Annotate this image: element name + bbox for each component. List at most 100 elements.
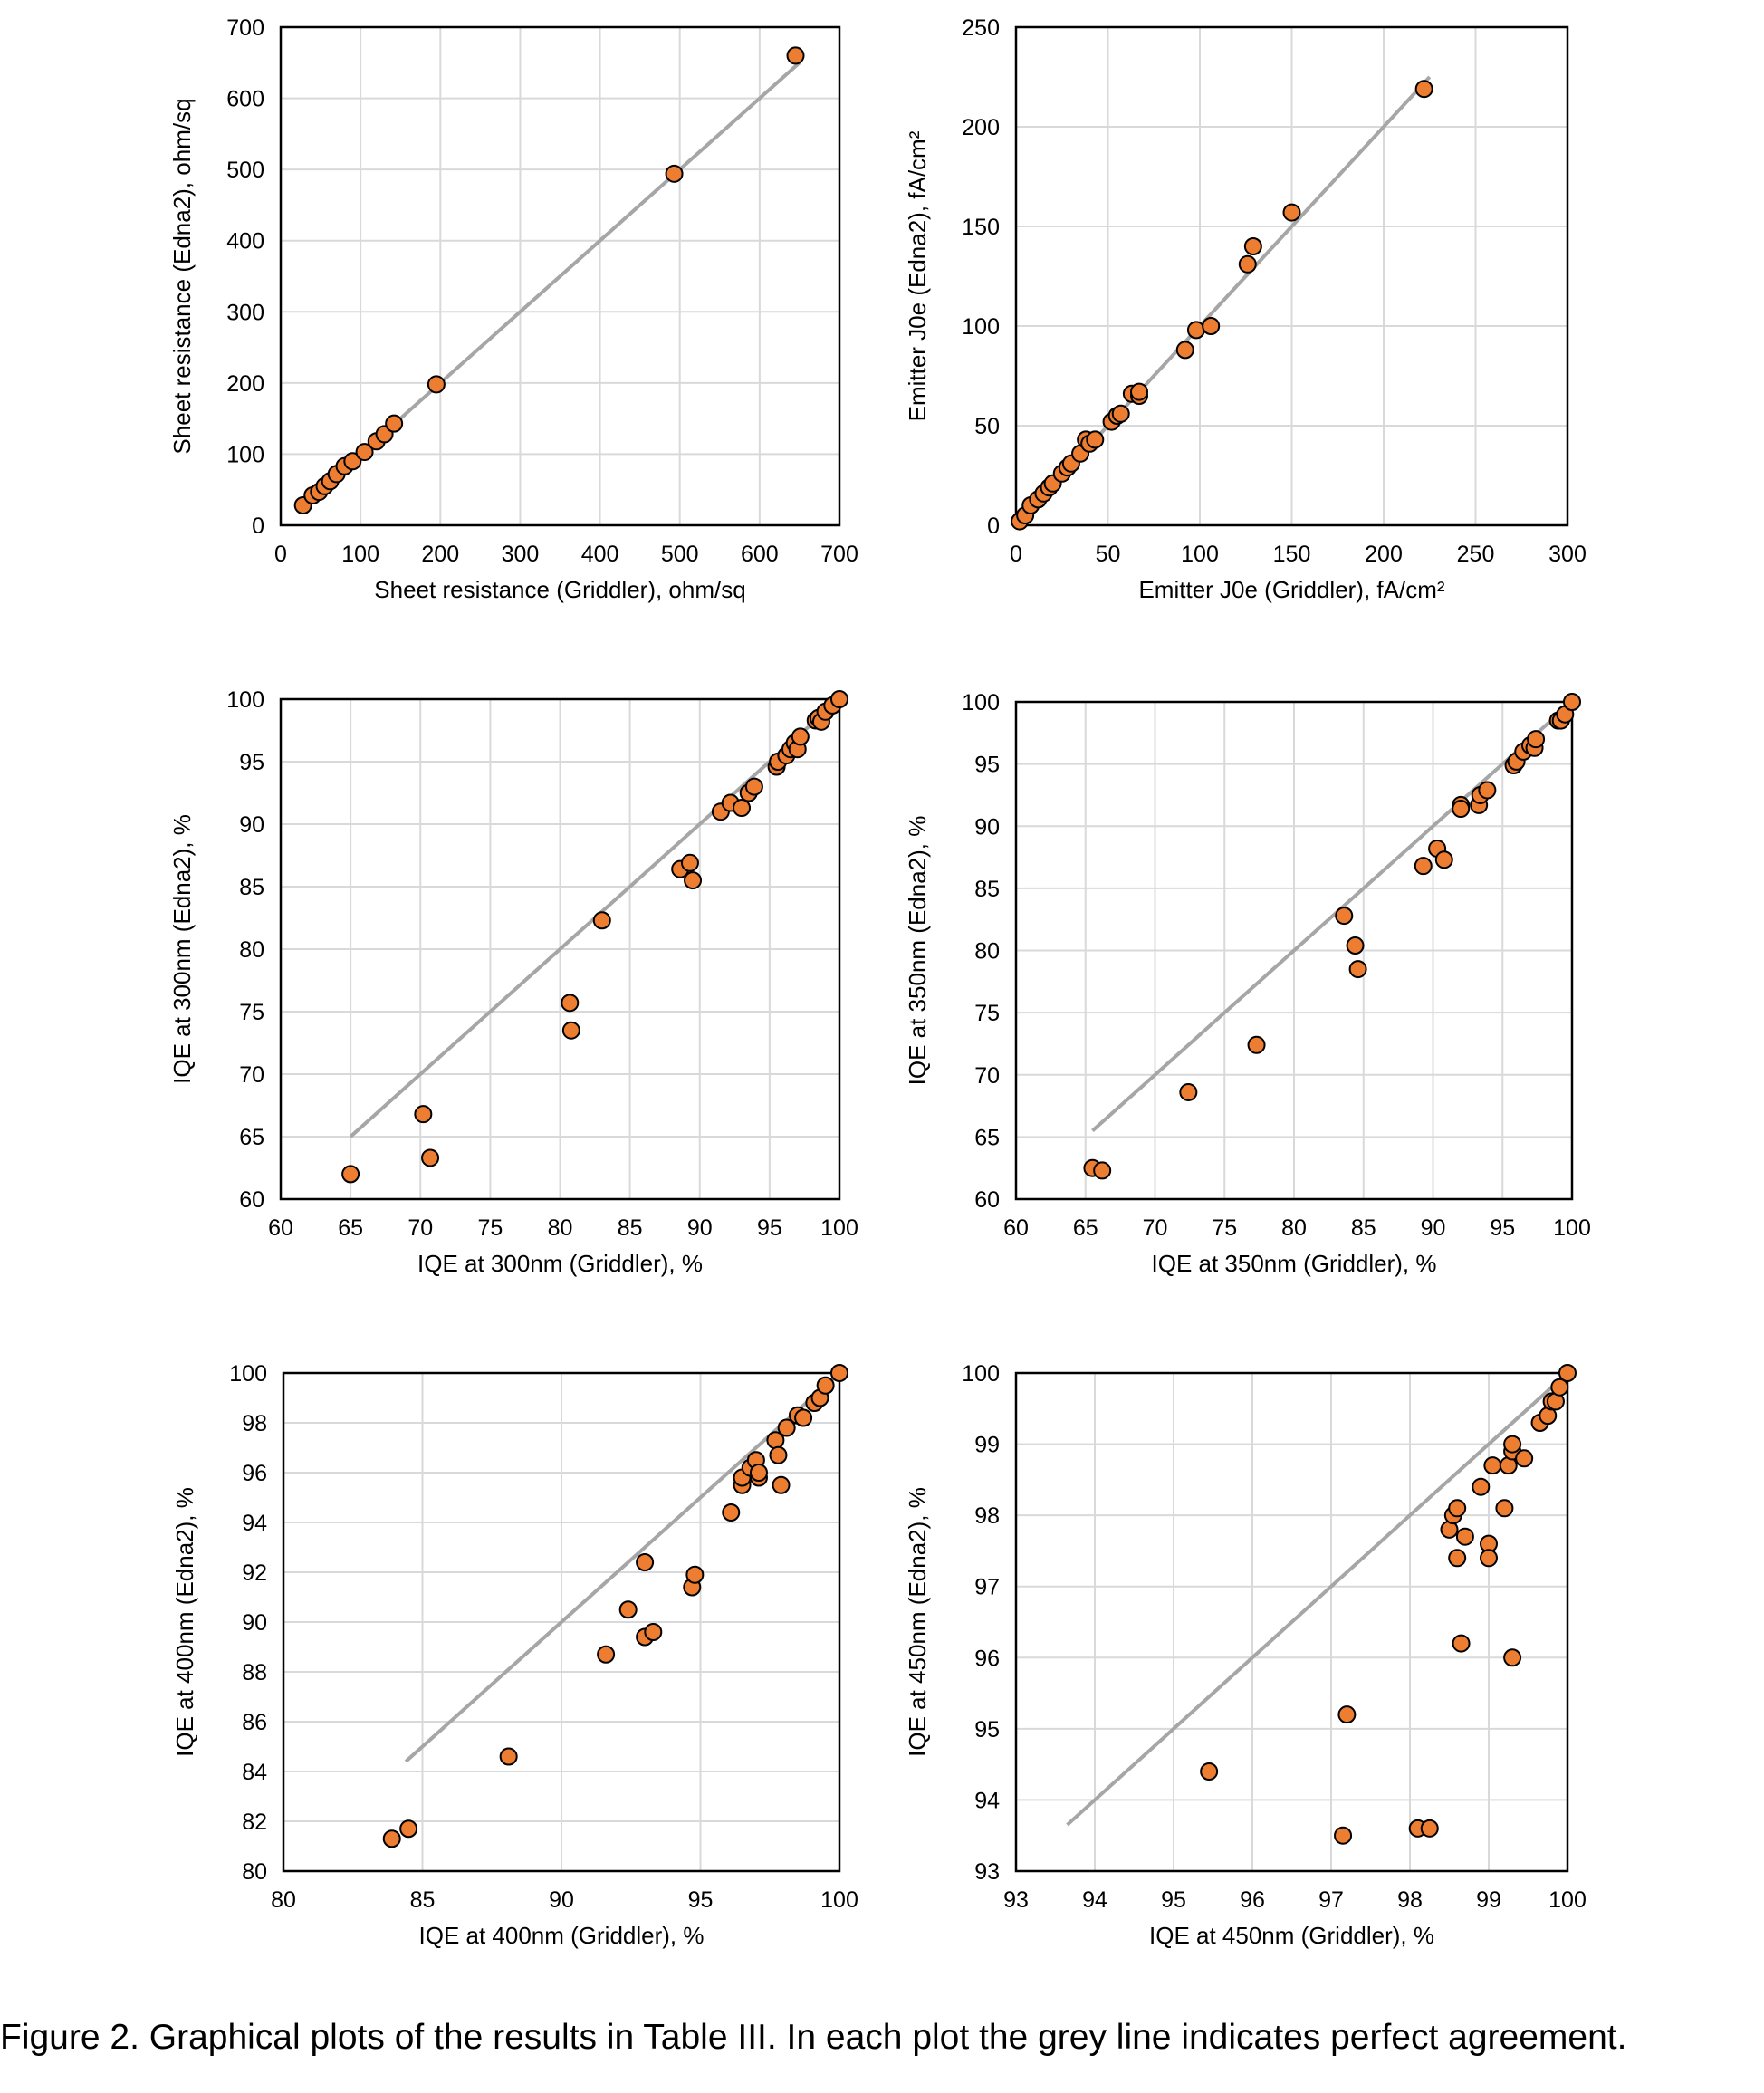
x-tick-label: 93 [1003,1887,1029,1913]
plot-frame [1014,1371,1569,1873]
data-point [1337,1705,1357,1724]
y-tick-label: 100 [962,314,1000,340]
x-tick-label: 90 [1421,1215,1446,1241]
y-tick-label: 500 [226,158,264,183]
x-axis-label: IQE at 300nm (Griddler), % [417,1250,703,1277]
y-tick-label: 95 [239,750,264,775]
y-tick-label: 700 [226,15,264,41]
data-point [1111,404,1130,423]
data-point [1093,1161,1112,1180]
x-tick-label: 100 [341,542,379,567]
data-point [1179,1082,1198,1101]
y-tick-label: 400 [226,229,264,254]
data-point [1472,1477,1491,1496]
plot-frame [282,1371,841,1873]
data-point [561,994,580,1013]
x-tick-label: 50 [1096,542,1121,567]
data-point [1202,317,1221,335]
data-point [1420,1819,1439,1838]
y-tick-label: 95 [974,753,1000,778]
data-point [1558,1364,1577,1382]
data-point [1335,907,1354,926]
data-point [791,727,810,746]
y-tick-label: 200 [962,115,1000,140]
x-axis-label: IQE at 450nm (Griddler), % [1149,1922,1434,1949]
x-tick-label: 100 [820,1215,858,1241]
chart-panel-3: 60 65 70 75 80 85 90 95 100 60 65 70 75 80 85 90 95 100 IQ… [168,687,858,1277]
x-tick-label: 70 [407,1215,433,1241]
y-tick-label: 94 [974,1788,1000,1813]
y-axis-label: Sheet resistance (Edna2), ohm/sq [168,98,196,454]
y-tick-label: 96 [974,1646,1000,1671]
data-point [722,1503,741,1522]
data-point [1527,730,1546,749]
data-point [561,1021,580,1040]
data-point [1495,1499,1514,1518]
x-tick-label: 65 [338,1215,363,1241]
data-point [618,1600,638,1619]
plot-frame [279,697,841,1201]
data-point [685,1565,705,1584]
data-point [786,46,805,65]
plot-frame [1014,25,1569,527]
x-tick-label: 60 [1003,1215,1029,1241]
chart-panel-2: 0 50 100 150 200 250 300 0 50 100 150 200 250 Emitter… [904,15,1587,603]
data-point [772,1475,791,1494]
data-point [592,911,611,930]
y-axis-label: IQE at 350nm (Edna2), % [904,816,931,1086]
x-axis-label: IQE at 400nm (Griddler), % [419,1922,705,1949]
y-tick-label: 50 [974,414,1000,439]
x-tick-label: 100 [820,1887,858,1913]
x-tick-label: 95 [1161,1887,1186,1913]
data-point [777,1418,796,1437]
data-point [1175,341,1194,360]
x-axis-label: IQE at 350nm (Griddler), % [1152,1250,1437,1277]
data-point [1563,693,1581,711]
y-tick-label: 93 [974,1859,1000,1885]
y-tick-label: 0 [987,514,1000,539]
y-tick-label: 100 [226,687,264,713]
x-tick-label: 150 [1273,542,1311,567]
y-tick-label: 85 [239,875,264,900]
y-tick-label: 96 [242,1461,267,1486]
data-point [1238,254,1257,274]
y-tick-label: 60 [974,1187,1000,1213]
y-tick-label: 97 [974,1575,1000,1600]
y-tick-label: 85 [974,877,1000,902]
y-tick-label: 70 [239,1062,264,1088]
data-point [794,1408,813,1427]
x-axis-label: Sheet resistance (Griddler), ohm/sq [374,576,745,603]
x-tick-label: 96 [1240,1887,1265,1913]
y-axis-label: IQE at 300nm (Edna2), % [168,814,196,1084]
y-tick-label: 80 [974,939,1000,965]
y-tick-label: 88 [242,1660,267,1685]
chart-panel-1: 0 100 200 300 400 500 600 700 0 100 200 300 400 500 60… [168,15,858,603]
y-tick-label: 92 [242,1560,267,1586]
data-point [427,375,446,394]
x-tick-label: 600 [741,542,779,567]
data-point [636,1553,655,1571]
x-tick-label: 75 [1212,1215,1237,1241]
data-point [1515,1449,1534,1468]
y-tick-label: 0 [252,514,264,539]
data-point [399,1819,418,1839]
x-tick-label: 99 [1476,1887,1501,1913]
data-point [385,414,404,433]
x-tick-label: 100 [1548,1887,1587,1913]
data-point [1282,203,1301,222]
agreement-line [1066,1371,1569,1827]
data-point [1448,1549,1467,1568]
data-point [1346,936,1365,955]
x-tick-label: 95 [1490,1215,1515,1241]
y-tick-label: 100 [962,690,1000,715]
figure-caption: Figure 2. Graphical plots of the results… [0,2018,1627,2057]
x-tick-label: 700 [820,542,858,567]
x-tick-label: 60 [268,1215,293,1241]
x-tick-label: 65 [1073,1215,1098,1241]
x-tick-label: 98 [1397,1887,1423,1913]
x-tick-label: 0 [274,542,287,567]
y-tick-label: 75 [239,1000,264,1025]
x-tick-label: 100 [1181,542,1219,567]
x-tick-label: 300 [1548,542,1587,567]
